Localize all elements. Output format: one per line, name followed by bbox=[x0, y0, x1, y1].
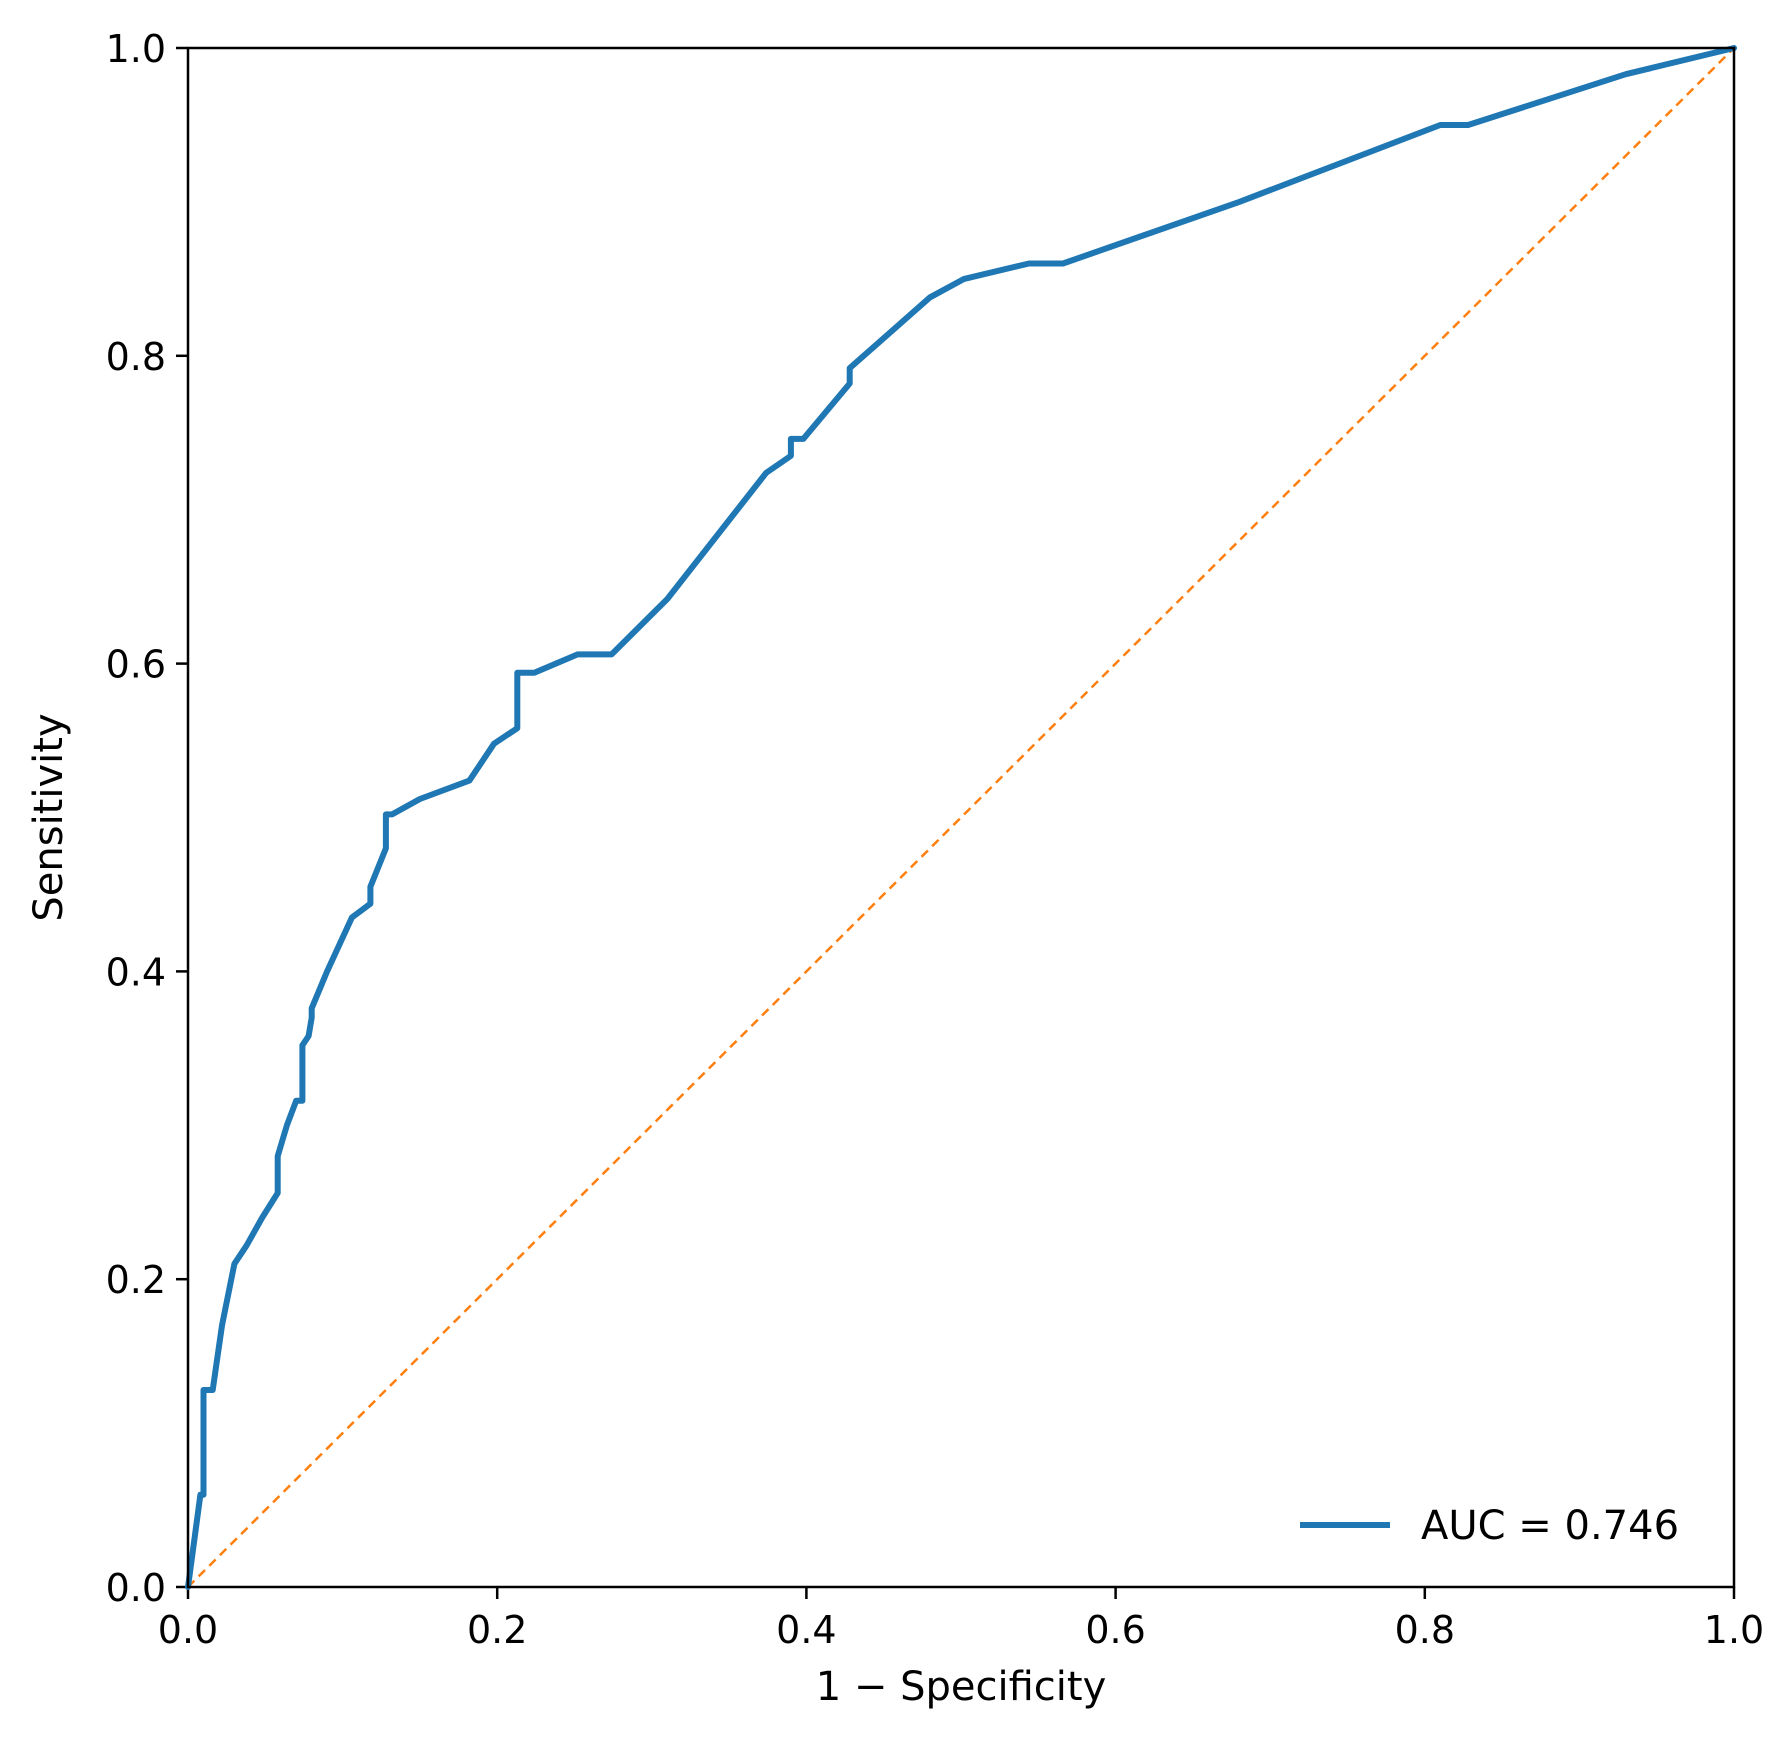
y-tick-label: 0.0 bbox=[106, 1566, 166, 1610]
x-tick-label: 0.8 bbox=[1395, 1608, 1455, 1652]
x-tick-label: 0.2 bbox=[467, 1608, 527, 1652]
plot-frame bbox=[186, 46, 1736, 1589]
chance-diagonal-line bbox=[187, 47, 1735, 1588]
y-tick-label: 0.4 bbox=[106, 950, 166, 994]
x-axis-label: 1 − Specificity bbox=[816, 1664, 1107, 1710]
x-tick-label: 0.4 bbox=[776, 1608, 836, 1652]
y-axis-ticks: 0.0 0.2 0.4 0.6 0.8 1.0 bbox=[106, 27, 188, 1610]
roc-curve-line bbox=[185, 45, 1737, 1590]
legend: AUC = 0.746 bbox=[1300, 1503, 1679, 1549]
y-axis-label: Sensitivity bbox=[26, 713, 72, 921]
y-tick-label: 0.6 bbox=[106, 643, 166, 687]
x-tick-label: 0.0 bbox=[158, 1608, 218, 1652]
y-tick-label: 0.8 bbox=[106, 335, 166, 379]
x-axis-ticks: 0.0 0.2 0.4 0.6 0.8 1.0 bbox=[158, 1587, 1764, 1652]
y-tick-label: 0.2 bbox=[106, 1258, 166, 1302]
x-tick-label: 0.6 bbox=[1085, 1608, 1145, 1652]
series-layer bbox=[185, 45, 1737, 1590]
legend-label-auc: AUC = 0.746 bbox=[1421, 1503, 1679, 1549]
y-tick-label: 1.0 bbox=[106, 27, 166, 71]
x-tick-label: 1.0 bbox=[1704, 1608, 1764, 1652]
